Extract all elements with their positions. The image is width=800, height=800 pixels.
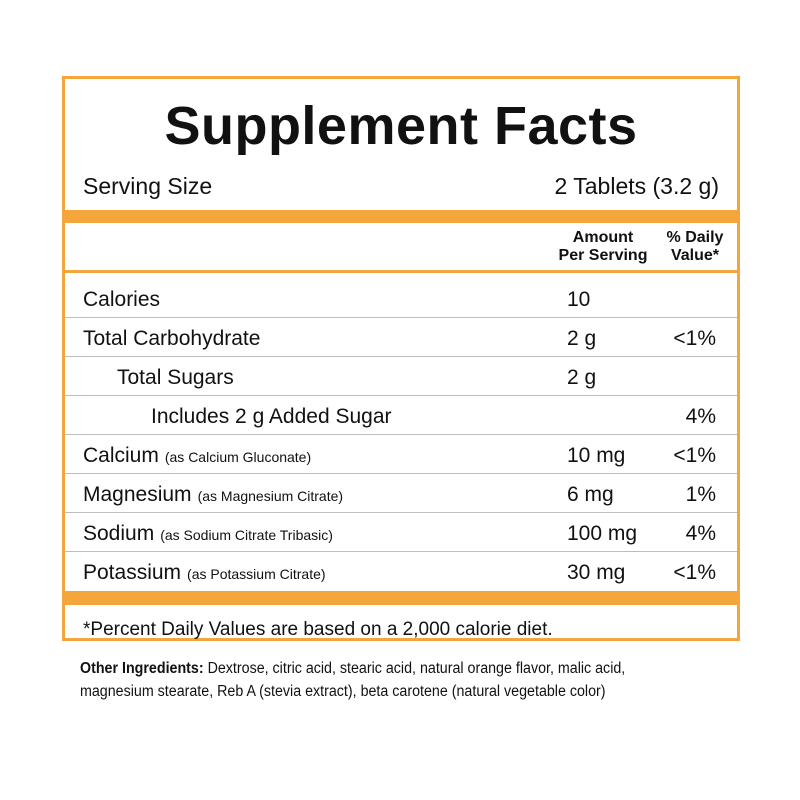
nutrient-name-wrap: Potassium (as Potassium Citrate) (83, 561, 326, 585)
table-row: Calories 10 (65, 279, 737, 318)
daily-value-header: % Daily Value* (660, 229, 730, 265)
nutrient-name: Sodium (83, 522, 155, 545)
nutrient-source: (as Magnesium Citrate) (197, 488, 344, 504)
table-row: Magnesium (as Magnesium Citrate) 6 mg 1% (65, 474, 737, 513)
dv-header-line2: Value* (670, 247, 720, 264)
nutrient-dv: 4% (685, 405, 716, 428)
nutrient-name-wrap: Calcium (as Calcium Gluconate) (83, 444, 311, 468)
table-row: Potassium (as Potassium Citrate) 30 mg <1… (65, 552, 737, 591)
nutrient-name: Calories (83, 288, 161, 311)
table-row: Calcium (as Calcium Gluconate) 10 mg <1% (65, 435, 737, 474)
table-row: Total Sugars 2 g (65, 357, 737, 396)
nutrient-amount: 30 mg (567, 561, 626, 584)
nutrient-name: Total Sugars (117, 366, 234, 389)
dv-header-line1: % Daily (666, 229, 724, 246)
nutrient-amount: 2 g (567, 366, 597, 389)
serving-size-label: Serving Size (83, 173, 213, 199)
table-row: Total Carbohydrate 2 g <1% (65, 318, 737, 357)
nutrient-name-wrap: Magnesium (as Magnesium Citrate) (83, 483, 343, 507)
nutrient-amount: 100 mg (567, 522, 638, 545)
ingredients-label: Other Ingredients: (80, 660, 204, 677)
top-thick-divider (65, 210, 737, 223)
nutrient-dv: <1% (673, 327, 716, 350)
bottom-thick-divider (65, 591, 737, 605)
table-row: Includes 2 g Added Sugar 4% (65, 396, 737, 435)
nutrient-amount: 2 g (567, 327, 597, 350)
nutrient-name: Includes 2 g Added Sugar (151, 405, 392, 428)
amount-per-serving-header: Amount Per Serving (543, 229, 663, 265)
panel-title: Supplement Facts (164, 96, 638, 156)
nutrient-dv: 4% (685, 522, 716, 545)
nutrient-dv: <1% (673, 561, 716, 584)
nutrient-source: (as Sodium Citrate Tribasic) (160, 527, 333, 543)
nutrient-name: Magnesium (83, 483, 192, 506)
other-ingredients: Other Ingredients: Dextrose, citric acid… (80, 657, 669, 703)
serving-size-row: Serving Size 2 Tablets (3.2 g) (83, 173, 719, 200)
supplement-facts-panel: Supplement Facts Serving Size 2 Tablets … (62, 76, 740, 641)
nutrient-source: (as Potassium Citrate) (187, 566, 326, 582)
nutrient-dv: <1% (673, 444, 716, 467)
nutrient-amount: 10 (567, 288, 591, 311)
nutrient-source: (as Calcium Gluconate) (164, 449, 312, 465)
nutrient-name-wrap: Sodium (as Sodium Citrate Tribasic) (83, 522, 333, 546)
nutrient-amount: 6 mg (567, 483, 614, 506)
amount-header-line1: Amount (572, 229, 634, 246)
header-divider (65, 270, 737, 273)
nutrient-amount: 10 mg (567, 444, 626, 467)
amount-header-line2: Per Serving (558, 247, 648, 264)
nutrient-name: Calcium (83, 444, 159, 467)
nutrient-dv: 1% (685, 483, 716, 506)
ingredients-text: Dextrose, citric acid, stearic acid, nat… (80, 660, 626, 700)
table-row: Sodium (as Sodium Citrate Tribasic) 100 m… (65, 513, 737, 552)
nutrient-name: Total Carbohydrate (83, 327, 261, 350)
serving-size-value: 2 Tablets (3.2 g) (554, 173, 719, 199)
daily-value-footnote: *Percent Daily Values are based on a 2,0… (83, 619, 553, 640)
nutrient-name: Potassium (83, 561, 182, 584)
